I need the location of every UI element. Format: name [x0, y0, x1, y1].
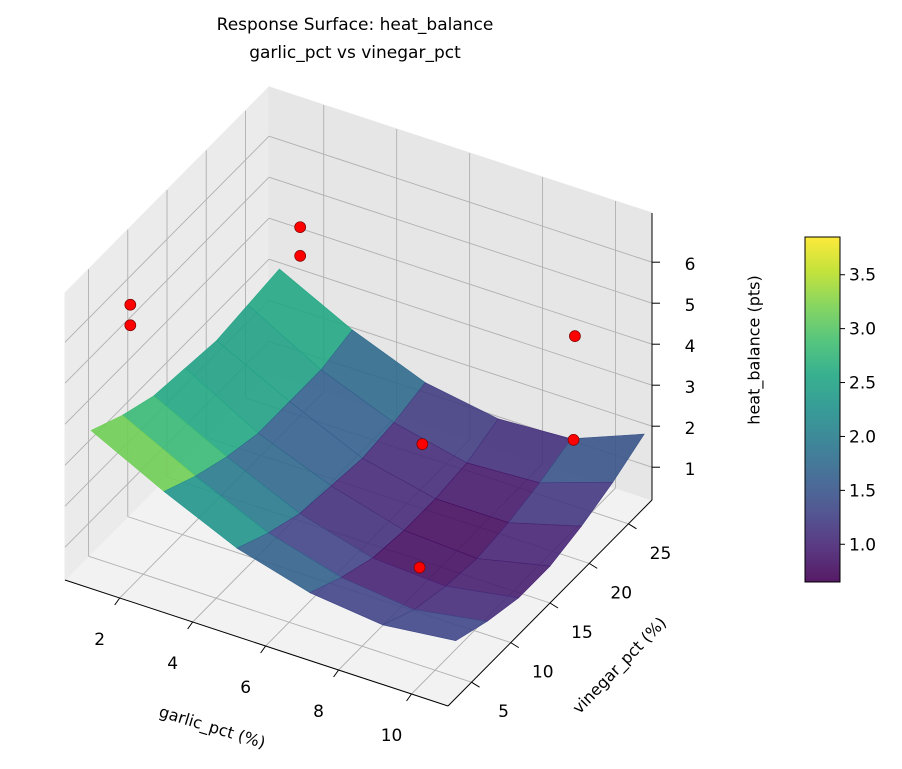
chart-subtitle: garlic_pct vs vinegar_pct: [249, 43, 461, 63]
y-tick-label: 5: [498, 702, 509, 722]
y-tick: [549, 602, 559, 609]
surface-patch: [381, 609, 489, 642]
scatter-point: [294, 221, 307, 234]
grid-line: [268, 258, 653, 386]
grid-line: [64, 217, 270, 425]
scatter-point: [124, 319, 137, 332]
y-tick: [471, 681, 480, 688]
x-tick: [187, 621, 194, 630]
scatter-point: [567, 433, 580, 446]
z-tick-label: 5: [685, 296, 696, 316]
scatter-point: [413, 561, 426, 574]
y-tick-label: 20: [610, 583, 632, 603]
z-tick-label: 4: [685, 337, 696, 357]
y-tick: [510, 642, 520, 649]
x-tick-label: 4: [167, 654, 178, 674]
colorbar-tick-label: 2.5: [849, 374, 876, 394]
grid-line: [88, 555, 472, 683]
y-tick: [628, 523, 637, 530]
grid-line: [64, 176, 270, 384]
x-axis-line: [64, 579, 449, 707]
grid-line: [64, 135, 270, 343]
x-tick: [406, 693, 412, 702]
y-tick-label: 25: [650, 544, 672, 564]
grid-line: [268, 176, 653, 304]
colorbar-tick-label: 3.5: [849, 266, 876, 286]
z-tick-label: 3: [685, 378, 696, 398]
colorbar: [804, 236, 841, 583]
x-tick-label: 10: [381, 726, 403, 746]
y-tick: [588, 562, 598, 569]
chart-title: Response Surface: heat_balance: [217, 15, 494, 35]
x-tick: [260, 645, 267, 654]
colorbar-tick-label: 1.0: [849, 535, 876, 555]
y-tick-label: 10: [532, 663, 554, 683]
scatter-point: [416, 438, 429, 450]
x-tick: [114, 597, 121, 606]
x-tick: [333, 669, 339, 678]
x-tick-label: 8: [313, 702, 324, 722]
x-tick-label: 2: [94, 630, 105, 650]
grid-line: [268, 217, 653, 345]
y-axis-line: [447, 499, 653, 707]
x-axis-label: garlic_pct (%): [157, 702, 268, 753]
z-axis-label: heat_balance (pts): [745, 275, 765, 424]
colorbar-tick-label: 3.0: [849, 320, 876, 340]
z-tick-label: 6: [685, 255, 696, 275]
z-tick-label: 1: [685, 460, 696, 480]
scatter-point: [569, 330, 581, 342]
grid-line: [268, 135, 653, 263]
y-tick-label: 15: [571, 623, 593, 643]
scatter-point: [124, 298, 137, 311]
scatter-point: [294, 250, 307, 262]
z-tick-label: 2: [685, 419, 696, 439]
colorbar-tick-label: 1.5: [849, 481, 876, 501]
colorbar-tick-label: 2.0: [849, 427, 876, 447]
x-tick-label: 6: [240, 678, 251, 698]
